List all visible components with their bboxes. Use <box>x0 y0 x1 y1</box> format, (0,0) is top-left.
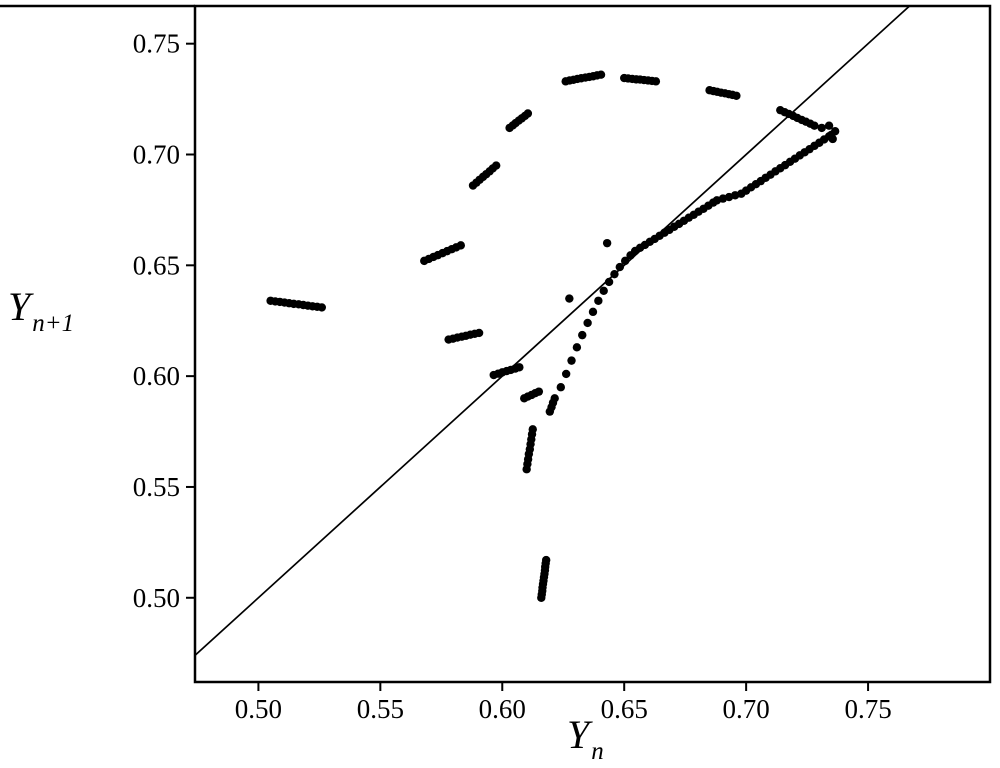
data-point <box>456 241 466 250</box>
x-axis-label: Yn <box>567 712 604 765</box>
x-tick-label: 0.70 <box>723 694 770 724</box>
data-point <box>732 91 741 100</box>
data-point <box>604 277 614 287</box>
data-point <box>817 123 826 133</box>
data-point <box>824 121 834 130</box>
data-point <box>828 134 837 144</box>
x-axis-label-base: Y <box>567 712 593 757</box>
x-tick-label: 0.75 <box>844 694 891 724</box>
plot-frame <box>193 4 992 684</box>
data-point <box>830 127 840 136</box>
y-axis-label: Yn+1 <box>8 284 74 337</box>
data-point <box>572 343 582 352</box>
y-tick-label: 0.50 <box>133 583 180 613</box>
y-axis-label-base: Y <box>8 284 34 329</box>
data-point <box>594 296 603 305</box>
data-point <box>610 269 619 279</box>
data-point <box>565 294 574 303</box>
data-point <box>620 256 630 266</box>
y-tick-label: 0.70 <box>133 139 180 169</box>
x-axis-label-subscript: n <box>591 738 604 765</box>
x-tick-label: 0.65 <box>601 694 648 724</box>
identity-line-layer <box>194 5 911 657</box>
y-tick-label: 0.65 <box>133 250 180 280</box>
data-point <box>588 307 598 317</box>
data-point <box>596 70 606 79</box>
data-point <box>599 286 608 296</box>
data-point <box>474 328 484 338</box>
x-tick-label: 0.55 <box>357 694 404 724</box>
data-point <box>602 238 612 248</box>
data-point <box>515 363 524 372</box>
data-point <box>550 394 559 403</box>
data-point <box>528 425 537 434</box>
axis-ticks: 0.50 0.55 0.60 0.65 0.70 0.75 0.50 0.55 0.60 0.65… <box>133 29 892 724</box>
data-point <box>651 77 661 86</box>
x-tick-label: 0.60 <box>479 694 526 724</box>
data-point <box>523 109 533 118</box>
data-point <box>556 383 565 392</box>
data-point <box>615 262 625 272</box>
data-point <box>534 387 544 396</box>
data-point <box>491 161 501 170</box>
data-point <box>317 303 327 312</box>
data-point <box>810 121 819 130</box>
y-tick-label: 0.55 <box>133 472 180 502</box>
data-point <box>567 356 576 365</box>
identity-line <box>194 5 911 657</box>
y-tick-label: 0.75 <box>133 29 180 59</box>
scatter-points <box>266 70 840 602</box>
data-point <box>561 369 571 379</box>
data-point <box>578 330 587 340</box>
data-point <box>583 318 592 328</box>
y-axis-label-subscript: n+1 <box>32 310 74 337</box>
y-tick-label: 0.60 <box>133 361 180 391</box>
x-tick-label: 0.50 <box>235 694 282 724</box>
data-point <box>541 555 551 565</box>
